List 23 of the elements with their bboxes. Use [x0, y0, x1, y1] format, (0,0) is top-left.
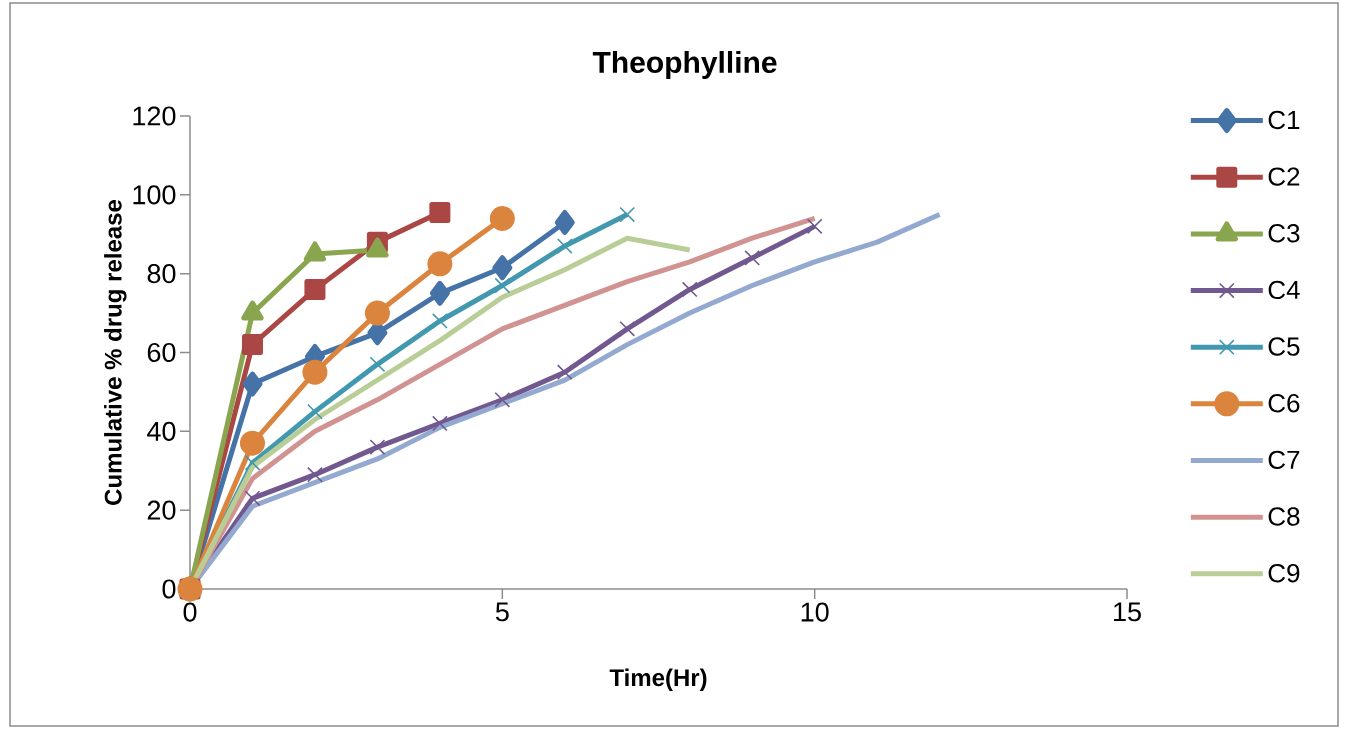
y-tick-label: 100 — [133, 185, 176, 205]
legend-label: C8 — [1268, 507, 1300, 526]
x-axis-title: Time(Hr) — [609, 668, 707, 691]
legend-label: C4 — [1268, 280, 1300, 300]
y-tick-label: 80 — [147, 264, 176, 284]
legend-label: C2 — [1268, 167, 1300, 186]
legend-label: C1 — [1268, 110, 1300, 130]
y-tick-label: 20 — [147, 500, 176, 520]
legend-label: C7 — [1268, 450, 1300, 470]
legend-label: C5 — [1268, 337, 1300, 356]
y-tick-label: 0 — [162, 579, 176, 599]
y-tick-label: 40 — [147, 421, 176, 441]
y-tick-label: 60 — [147, 342, 176, 363]
y-tick-label: 120 — [133, 106, 176, 126]
x-tick-label: 15 — [1114, 602, 1141, 622]
legend-label: C9 — [1268, 563, 1300, 583]
x-tick-label: 0 — [183, 602, 197, 622]
y-axis-title: Cumulative % drug release — [104, 199, 127, 505]
chart-title: Theophylline — [592, 51, 777, 79]
x-tick-label: 5 — [495, 602, 509, 622]
x-tick-label: 10 — [801, 602, 829, 622]
legend-label: C3 — [1268, 224, 1300, 243]
legend-label: C6 — [1268, 394, 1300, 413]
